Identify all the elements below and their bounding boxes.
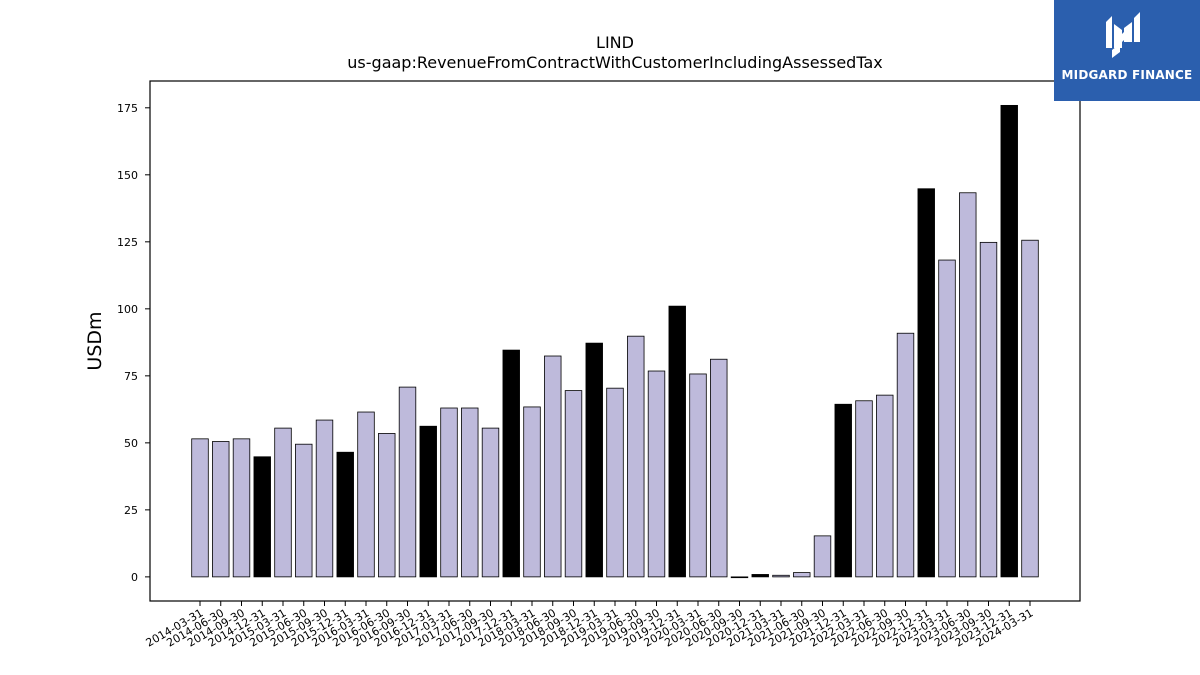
bars-group [191,104,1039,579]
bar-2023-03-31 [938,259,956,578]
bar-2022-12-31 [917,188,935,578]
bar-2015-03-31 [274,427,292,578]
bar-2019-06-30 [627,335,645,578]
bar-2016-12-31 [419,425,437,578]
bar-2018-06-30 [544,355,562,578]
y-tick-label: 150 [117,169,138,182]
bar-2018-03-31 [523,406,541,578]
bar-2015-09-30 [315,419,334,578]
bar-2023-09-30 [979,241,998,578]
logo-text: MIDGARD FINANCE [1061,68,1193,82]
midgard-finance-logo: MIDGARD FINANCE [1054,0,1200,101]
chart-subtitle: us-gaap:RevenueFromContractWithCustomerI… [347,53,882,72]
bar-2019-09-30 [647,370,666,578]
bar-2016-06-30 [378,433,396,578]
bar-2016-09-30 [398,386,417,578]
bar-2020-12-31 [751,574,769,578]
bar-2020-03-31 [689,373,707,578]
x-axis: 2014-03-312014-06-302014-09-302014-12-31… [144,601,1036,650]
bar-2022-09-30 [896,332,915,578]
y-tick-label: 100 [117,303,138,316]
bar-2021-12-31 [834,403,852,578]
bar-2018-12-31 [585,342,603,578]
bar-2016-03-31 [357,411,375,578]
bar-2020-09-30 [730,576,749,579]
bar-2017-12-31 [502,349,520,578]
bar-2017-06-30 [461,407,479,578]
y-tick-label: 25 [124,504,138,517]
bar-2014-09-30 [232,438,251,578]
bar-2014-12-31 [253,456,271,578]
y-tick-label: 0 [131,571,138,584]
chart-title: LIND [596,33,634,52]
bar-2021-09-30 [813,535,832,578]
bar-2018-09-30 [564,390,583,578]
bar-2022-03-31 [855,400,873,578]
bar-2014-03-31 [191,438,209,578]
y-axis: 0 25 50 75 100 125 150 175 [117,102,150,584]
y-tick-label: 75 [124,370,138,383]
bar-2017-03-31 [440,407,458,578]
y-tick-label: 125 [117,236,138,249]
bar-2021-03-31 [772,574,790,578]
bar-2022-06-30 [876,394,894,578]
bar-2024-03-31 [1021,239,1039,578]
midgard-logo-icon [1106,12,1140,58]
bar-2023-12-31 [1000,104,1018,578]
bar-2017-09-30 [481,427,500,578]
y-tick-label: 50 [124,437,138,450]
bar-2015-12-31 [336,451,354,578]
y-tick-label: 175 [117,102,138,115]
bar-2014-06-30 [212,441,230,578]
bar-2023-06-30 [959,192,977,578]
bar-2019-12-31 [668,305,686,578]
bar-2021-06-30 [793,572,811,578]
bar-2015-06-30 [295,443,313,578]
bar-2019-03-31 [606,387,624,578]
y-axis-label: USDm [84,311,106,370]
bar-2020-06-30 [710,358,728,578]
